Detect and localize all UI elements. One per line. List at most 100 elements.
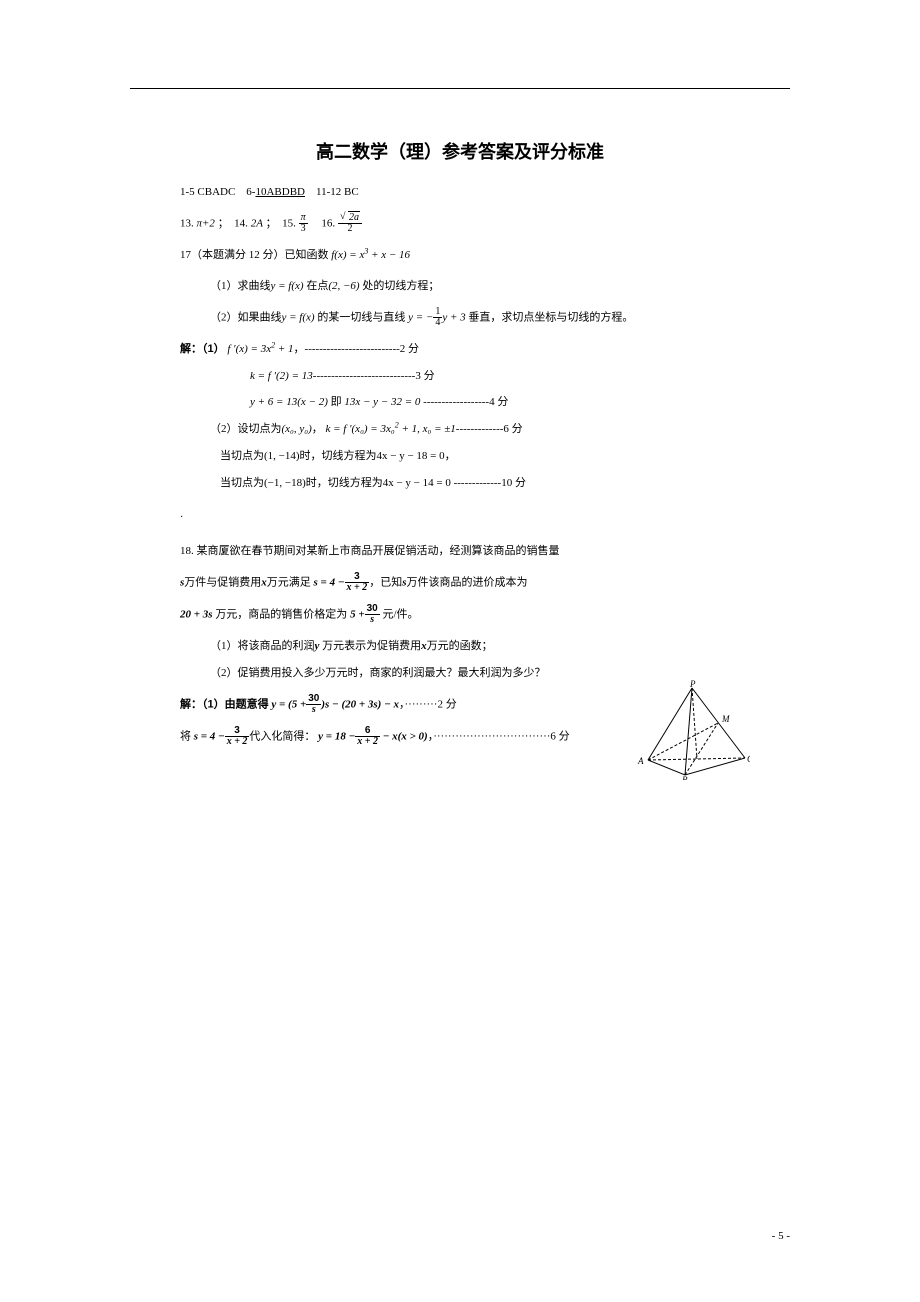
p18e-frac: 30s <box>365 604 380 626</box>
s2e: 当切点为(1, −14)时，切线方程为4x − y − 18 = 0， <box>220 450 456 462</box>
q18-line3: 20 + 3s 万元，商品的销售价格定为 5 +30s 元/件。 <box>180 604 790 626</box>
s1c-row: y + 6 = 13(x − 2) 即 13x − y − 32 = 0 ---… <box>180 392 790 413</box>
p18epre: 5 + <box>350 608 365 620</box>
p18s2pre: s = 4 − <box>194 730 225 742</box>
a16-frac: 2a 2 <box>338 213 362 235</box>
p18sol: 解：（1）由题意得 <box>180 698 269 710</box>
q1b: y = f(x) <box>271 280 304 292</box>
a16-num: 2a <box>338 213 362 225</box>
p18q1c: 万元的函数； <box>427 640 493 652</box>
s1a2: + 1 <box>275 343 293 355</box>
q18-q2: （2）促销费用投入多少万元时，商家的利润最大？最大利润为多少？ <box>180 663 590 684</box>
s1b2: ----------------------------3 分 <box>313 370 435 382</box>
q2c: 的某一切线与直线 <box>315 311 406 323</box>
page-title: 高二数学（理）参考答案及评分标准 <box>130 138 790 164</box>
a13-label: 13. <box>180 217 194 229</box>
sol-label: 解：（1） f ′(x) = 3x2 + 1，-----------------… <box>180 339 790 360</box>
q1d: (2, −6) <box>328 280 359 292</box>
p18s1den: s <box>306 705 321 716</box>
a15-label: ； 15. <box>266 217 296 229</box>
s2d3: -------------6 分 <box>456 423 523 435</box>
s2f2: -------------10 分 <box>451 477 526 489</box>
p18q2: （2）促销费用投入多少万元时，商家的利润最大？最大利润为多少？ <box>210 667 546 679</box>
q17-1: （1）求曲线y = f(x) 在点(2, −6) 处的切线方程； <box>180 276 790 297</box>
s2f: 当切点为(−1, −18)时，切线方程为4x − y − 14 = 0 <box>220 477 451 489</box>
q2b: y = f(x) <box>282 311 315 323</box>
p18cden: x + 2 <box>345 583 370 594</box>
a13-val: π+2 <box>197 217 215 229</box>
s1c2: 即 <box>328 396 345 408</box>
q1a: （1）求曲线 <box>210 280 271 292</box>
p18e3: 元/件。 <box>380 608 419 620</box>
s2c: ， <box>312 423 323 435</box>
p18s2b: 代入化简得： <box>249 730 315 742</box>
p18c-frac: 3x + 2 <box>345 572 370 594</box>
q1c: 在点 <box>304 280 329 292</box>
s2d2: + 1, x₀ = ±1 <box>399 423 456 435</box>
edge-pb <box>685 688 692 775</box>
p18e2: 万元，商品的销售价格定为 <box>213 608 351 620</box>
geometry-figure: P A B C M <box>630 680 750 780</box>
page-number: - 5 - <box>772 1230 790 1242</box>
s2d: k = f ′(x₀) = 3x₀2 + 1, x₀ = ±1 <box>326 423 456 435</box>
q18-line2: s万件与促销费用x万元满足 s = 4 −3x + 2，已知s万件该商品的进价成… <box>180 572 790 594</box>
mc-part1: 1-5 CBADC 6- <box>180 186 255 198</box>
p18q1: （1）将该商品的利润 <box>210 640 315 652</box>
sol-head: 解：（1） <box>180 343 225 355</box>
s1a1: f ′(x) = 3x <box>227 343 271 355</box>
p18d: ，已知 <box>369 576 402 588</box>
a16-rad: 2a <box>348 211 360 223</box>
s1b-row: k = f ′(2) = 13-------------------------… <box>180 366 790 387</box>
a16-den: 2 <box>338 224 362 235</box>
s1c3: 13x − y − 32 = 0 <box>344 396 420 408</box>
label-c: C <box>747 754 750 764</box>
s2f-row: 当切点为(−1, −18)时，切线方程为4x − y − 14 = 0 ----… <box>180 473 790 494</box>
a14-val: 2A <box>251 217 263 229</box>
p18eden: s <box>365 615 380 626</box>
q18-q1: （1）将该商品的利润y 万元表示为促销费用x万元的函数； <box>180 636 590 657</box>
q2f: y + 3 <box>442 311 465 323</box>
p18s2c: − x(x > 0) <box>380 730 428 742</box>
q1e: 处的切线方程； <box>360 280 440 292</box>
a14-label: ； 14. <box>218 217 248 229</box>
edge-p-hidden <box>692 688 697 759</box>
p18s1b: )s − (20 + 3s) − x <box>321 698 399 710</box>
p18s2den: x + 2 <box>225 737 250 748</box>
s1a3: ，--------------------------2 分 <box>294 343 420 355</box>
p18s2-frac: 3x + 2 <box>225 726 250 748</box>
mc-answers: 1-5 CBADC 6-10ABDBD 11-12 BC <box>180 182 790 203</box>
mc-part2: 11-12 BC <box>305 186 359 198</box>
a15-frac: π 3 <box>299 213 308 235</box>
q17-stem: 17（本题满分 12 分）已知函数 f(x) = x3 + x − 16 <box>180 245 790 266</box>
p18cpre: s = 4 − <box>314 576 345 588</box>
edge-ap <box>648 688 692 760</box>
p18s2yden: x + 2 <box>355 737 380 748</box>
p18q1b: 万元表示为促销费用 <box>319 640 421 652</box>
q17-fx2: + x − 16 <box>368 249 410 261</box>
p18s2a: 将 <box>180 730 191 742</box>
fill-answers: 13. π+2 ； 14. 2A ； 15. π 3 16. 2a 2 <box>180 213 790 235</box>
s2a-row: （2）设切点为(x₀, y₀)， k = f ′(x₀) = 3x₀2 + 1,… <box>180 419 790 440</box>
q17-2: （2）如果曲线y = f(x) 的某一切线与直线 y = −14y + 3 垂直… <box>180 307 790 329</box>
q17-fx1: f(x) = x <box>331 249 364 261</box>
s1b: k = f ′(2) = 13 <box>250 370 313 382</box>
s2e-row: 当切点为(1, −14)时，切线方程为4x − y − 18 = 0， <box>180 446 790 467</box>
p18s1c: ，·········2 分 <box>399 698 457 710</box>
top-rule <box>130 88 790 89</box>
p18b1: 万件与促销费用 <box>184 576 261 588</box>
q2a: （2）如果曲线 <box>210 311 282 323</box>
mc-underlined: 10ABDBD <box>255 186 305 198</box>
label-m: M <box>721 714 730 724</box>
q2-frac: 14 <box>433 307 442 329</box>
label-a: A <box>637 756 644 766</box>
a15-den: 3 <box>299 224 308 235</box>
q18-stem: 18. 某商厦欲在春节期间对某新上市商品开展促销活动，经测算该商品的销售量 <box>180 541 790 562</box>
p18s2d: ，································6 分 <box>428 730 570 742</box>
q2d: y = − <box>408 311 433 323</box>
p18s1a: y = (5 + <box>271 698 306 710</box>
edge-am <box>648 723 718 760</box>
q2g: 垂直，求切点坐标与切线的方程。 <box>468 311 633 323</box>
p18s2y: y = 18 − <box>318 730 355 742</box>
s1a: f ′(x) = 3x2 + 1 <box>227 343 293 355</box>
p18s2y-frac: 6x + 2 <box>355 726 380 748</box>
